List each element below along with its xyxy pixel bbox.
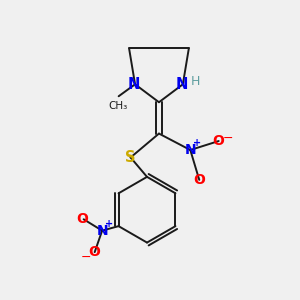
Text: O: O [76,212,88,226]
Text: −: − [222,132,233,145]
Text: O: O [213,134,225,148]
Text: N: N [96,224,108,238]
Text: S: S [125,150,136,165]
Text: N: N [175,77,188,92]
Text: −: − [81,251,92,264]
Text: H: H [191,75,200,88]
Text: N: N [128,77,140,92]
Text: +: + [105,219,113,229]
Text: O: O [89,245,100,259]
Text: N: N [184,143,196,157]
Text: +: + [194,138,202,148]
Text: CH₃: CH₃ [108,101,128,111]
Text: O: O [193,173,205,187]
